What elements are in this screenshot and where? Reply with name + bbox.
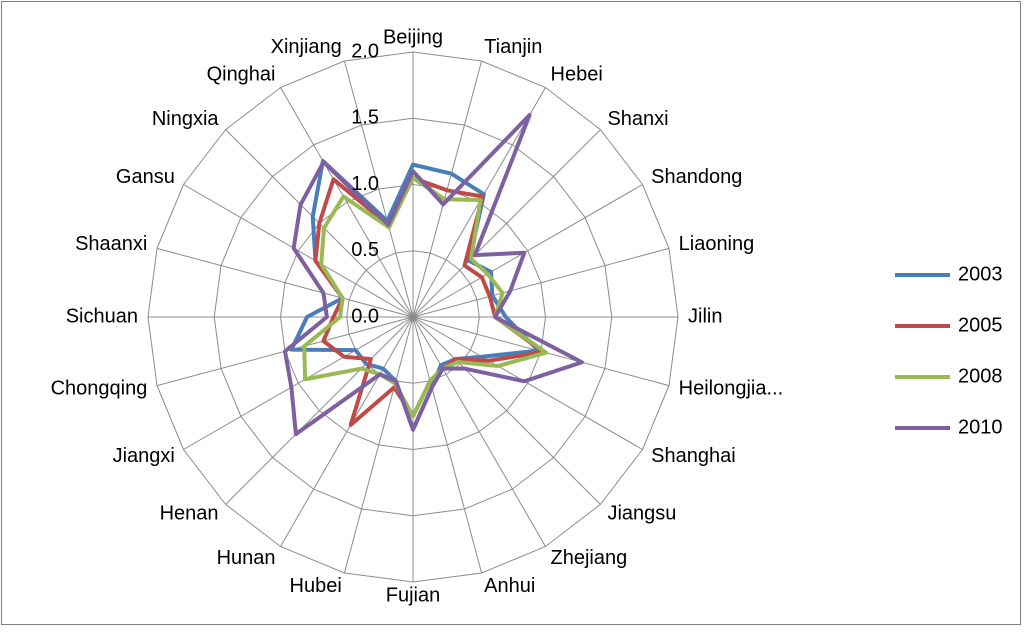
spoke [412, 316, 643, 450]
legend-label: 2005 [958, 314, 1003, 336]
category-label: Xinjiang [271, 36, 342, 58]
category-label: Ningxia [152, 108, 220, 130]
category-label: Shanghai [651, 445, 736, 467]
spoke [343, 60, 414, 318]
axis-tick-label: 0.0 [351, 305, 379, 327]
category-label: Shanxi [607, 108, 668, 130]
legend-label: 2003 [958, 263, 1003, 285]
series-line [283, 113, 584, 437]
category-label: Sichuan [66, 305, 138, 327]
spoke [280, 87, 414, 318]
axis-tick-label: 0.5 [351, 239, 379, 261]
category-label: Zhejiang [551, 547, 628, 569]
spoke [412, 316, 483, 574]
axis-tick-label: 1.5 [351, 107, 379, 129]
category-label: Qinghai [207, 64, 276, 86]
axis-tick-label: 1.0 [351, 173, 379, 195]
category-label: Gansu [116, 166, 175, 188]
spoke [412, 316, 546, 547]
category-label: Shaanxi [75, 233, 147, 255]
category-label: Liaoning [679, 233, 755, 255]
category-label: Chongqing [51, 377, 148, 399]
category-label: Fujian [386, 584, 440, 606]
spoke [183, 316, 414, 450]
spoke [183, 184, 414, 318]
category-label: Hunan [217, 547, 276, 569]
spoke [343, 316, 414, 574]
spoke [412, 184, 643, 318]
axis-tick-label: 2.0 [351, 40, 379, 62]
category-label: Jiangsu [607, 503, 676, 525]
legend-label: 2010 [958, 416, 1003, 438]
category-label: Beijing [383, 26, 443, 48]
category-label: Hebei [551, 64, 603, 86]
category-label: Hubei [290, 575, 342, 597]
spoke [412, 129, 601, 318]
spoke [280, 316, 414, 547]
category-label: Anhui [484, 575, 535, 597]
category-label: Henan [160, 503, 219, 525]
category-label: Jiangxi [113, 445, 175, 467]
spoke [225, 316, 414, 505]
category-label: Jilin [688, 305, 722, 327]
spoke [412, 316, 601, 505]
category-label: Heilongjia... [679, 377, 784, 399]
spoke [156, 247, 414, 318]
category-label: Shandong [651, 166, 742, 188]
legend-label: 2008 [958, 365, 1003, 387]
category-label: Tianjin [484, 36, 542, 58]
spoke [412, 247, 670, 318]
series-line [302, 175, 549, 419]
